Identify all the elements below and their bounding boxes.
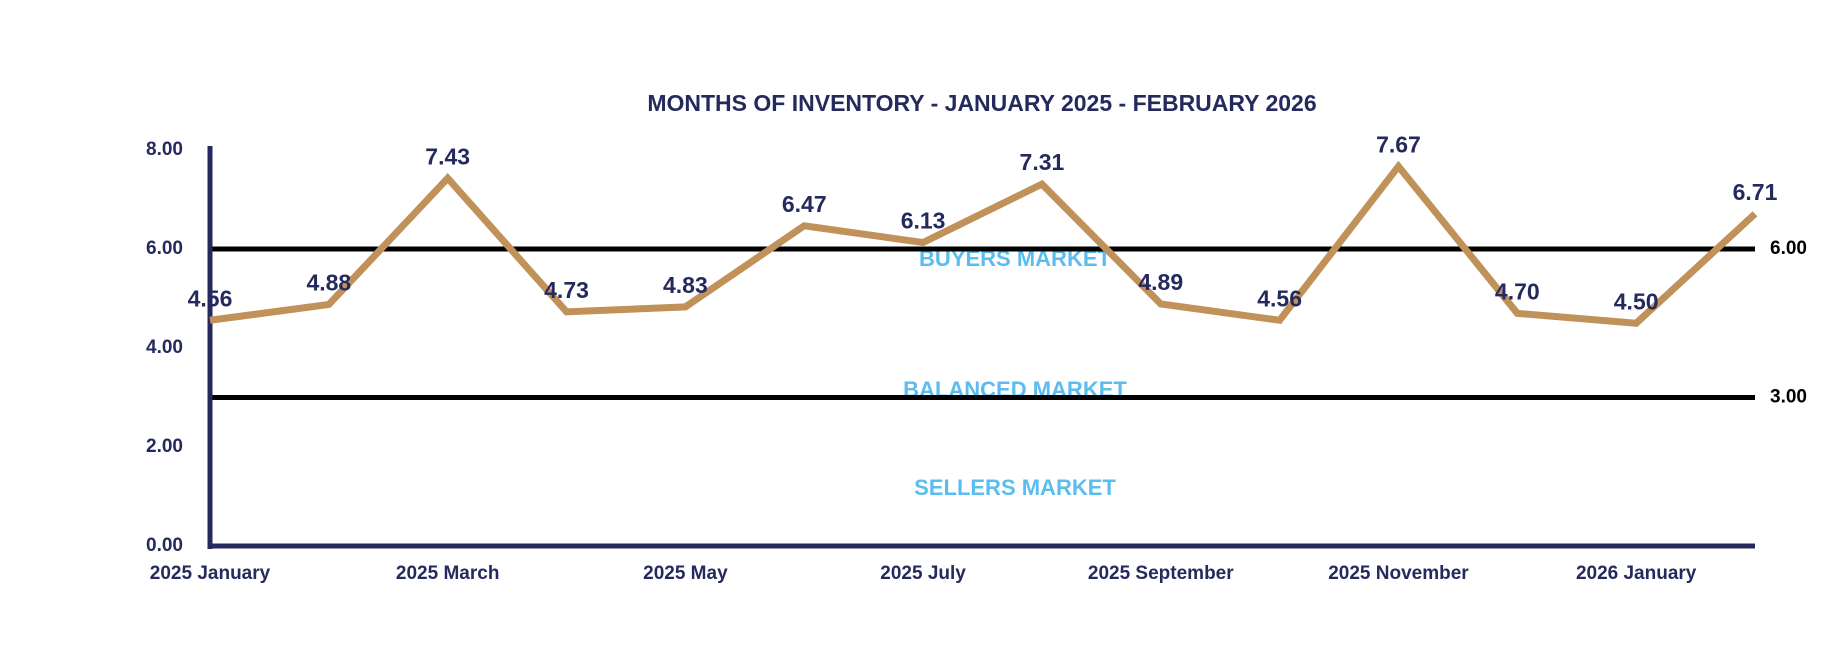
reference-label: 6.00 — [1770, 238, 1807, 259]
data-label: 7.43 — [425, 143, 470, 169]
data-label: 6.13 — [901, 208, 946, 234]
chart-title: MONTHS OF INVENTORY - JANUARY 2025 - FEB… — [647, 90, 1316, 116]
y-tick-label: 0.00 — [146, 535, 183, 556]
data-label: 7.31 — [1020, 149, 1065, 175]
reference-label: 3.00 — [1770, 387, 1807, 408]
data-label: 4.50 — [1614, 288, 1659, 314]
zone-label: SELLERS MARKET — [914, 475, 1116, 500]
data-label: 4.88 — [306, 270, 351, 296]
data-label: 4.56 — [188, 285, 233, 311]
data-label: 4.89 — [1138, 269, 1183, 295]
x-tick-label: 2026 January — [1576, 563, 1697, 584]
x-tick-label: 2025 September — [1088, 563, 1234, 584]
y-tick-label: 2.00 — [146, 436, 183, 457]
x-tick-label: 2025 November — [1328, 563, 1469, 584]
y-tick-label: 4.00 — [146, 337, 183, 358]
data-label: 6.71 — [1733, 179, 1778, 205]
y-tick-label: 6.00 — [146, 238, 183, 259]
x-tick-label: 2025 May — [643, 563, 728, 584]
data-label: 7.67 — [1376, 131, 1421, 157]
x-tick-label: 2025 March — [396, 563, 500, 584]
x-tick-label: 2025 January — [150, 563, 271, 584]
y-tick-label: 8.00 — [146, 139, 183, 160]
data-label: 4.70 — [1495, 278, 1540, 304]
data-label: 4.56 — [1257, 285, 1302, 311]
data-label: 6.47 — [782, 191, 827, 217]
x-tick-label: 2025 July — [880, 563, 966, 584]
series-line — [209, 160, 1758, 327]
data-label: 4.83 — [663, 272, 708, 298]
data-label: 4.73 — [544, 277, 589, 303]
